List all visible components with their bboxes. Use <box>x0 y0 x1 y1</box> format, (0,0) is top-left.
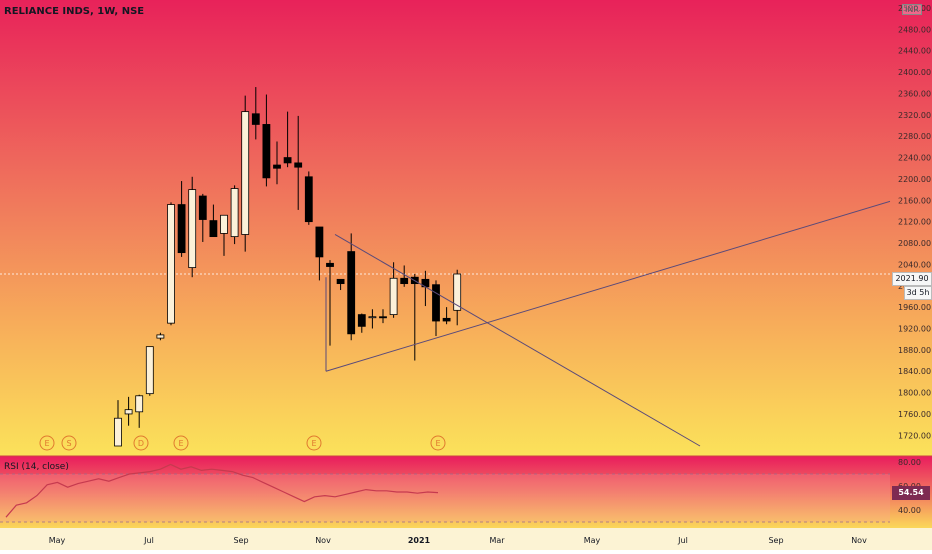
rsi-line <box>5 463 439 518</box>
price-pane-background <box>0 0 932 456</box>
x-tick-label: Jul <box>143 536 154 545</box>
event-marker-label: E <box>44 439 49 448</box>
candle-body <box>442 317 451 322</box>
candle-body <box>379 316 387 319</box>
trendline-falling <box>334 234 701 447</box>
y-tick-label: 1920.00 <box>898 324 931 333</box>
candle-body <box>230 188 239 238</box>
event-marker-label: E <box>311 439 316 448</box>
x-tick-label: May <box>584 536 601 545</box>
candle-body <box>326 262 334 267</box>
candle-body <box>315 226 324 258</box>
y-tick-label: 1760.00 <box>898 410 931 419</box>
event-marker <box>306 435 322 451</box>
y-tick-label: 2480.00 <box>898 25 931 34</box>
y-tick-label: 2240.00 <box>898 154 931 163</box>
event-marker <box>133 435 149 451</box>
candle-body <box>251 113 260 125</box>
y-tick-label: 2080.00 <box>898 239 931 248</box>
candle-body <box>347 251 356 335</box>
event-marker-label: E <box>178 439 183 448</box>
y-tick-label: 1880.00 <box>898 346 931 355</box>
rsi-pane-background <box>0 456 932 528</box>
candle-body <box>209 220 218 238</box>
event-marker-label: S <box>66 439 71 448</box>
candle-body <box>368 316 377 319</box>
candle-body <box>432 284 440 322</box>
rsi-tick-label: 80.00 <box>898 458 921 467</box>
candle-body <box>357 314 366 327</box>
y-tick-label: 2320.00 <box>898 111 931 120</box>
y-tick-label: 1840.00 <box>898 367 931 376</box>
event-marker <box>61 435 77 451</box>
candle-body <box>220 214 228 234</box>
symbol-title: RELIANCE INDS, 1W, NSE <box>4 6 145 17</box>
candle-body <box>262 124 271 179</box>
y-tick-label: 1800.00 <box>898 389 931 398</box>
rsi-band <box>0 474 890 522</box>
x-tick-label: Sep <box>768 536 783 545</box>
candle-body <box>145 346 154 395</box>
currency-label[interactable]: INR <box>902 4 922 15</box>
y-tick-label: 1720.00 <box>898 431 931 440</box>
x-tick-label: Mar <box>489 536 505 545</box>
candle-body <box>167 204 175 324</box>
event-marker-label: E <box>435 439 440 448</box>
rsi-value-label: 54.54 <box>892 486 930 500</box>
y-tick-label: 2520.00 <box>898 4 931 13</box>
candle-body <box>453 273 462 311</box>
candle-body <box>114 417 122 447</box>
candle-body <box>241 111 250 235</box>
x-tick-label: Sep <box>233 536 248 545</box>
event-marker <box>430 435 446 451</box>
candle-body <box>135 395 144 413</box>
candle-body <box>273 164 281 169</box>
candle-body <box>198 195 207 220</box>
x-tick-label: Nov <box>315 536 331 545</box>
candle-body <box>188 189 197 268</box>
event-marker <box>173 435 189 451</box>
trendline-rising <box>325 200 891 372</box>
x-tick-label: 2021 <box>408 536 431 545</box>
candle-body <box>389 277 398 315</box>
y-tick-label: 2120.00 <box>898 218 931 227</box>
y-tick-label: 2440.00 <box>898 47 931 56</box>
x-tick-label: Nov <box>851 536 867 545</box>
y-tick-label: 2400.00 <box>898 68 931 77</box>
event-marker-label: D <box>138 439 144 448</box>
y-tick-label: 2360.00 <box>898 89 931 98</box>
candle-body <box>283 157 292 164</box>
x-tick-label: May <box>49 536 66 545</box>
candle-body <box>177 204 186 254</box>
last-price-label: 2021.90 <box>892 272 932 286</box>
rsi-tick-label: 40.00 <box>898 506 921 515</box>
y-tick-label: 2200.00 <box>898 175 931 184</box>
time-axis-background <box>0 528 932 550</box>
candle-body <box>294 162 303 168</box>
x-tick-label: Jul <box>677 536 688 545</box>
candle-body <box>124 409 133 415</box>
y-tick-label: 2040.00 <box>898 260 931 269</box>
candle-body <box>304 176 313 223</box>
countdown-label: 3d 5h <box>904 286 932 300</box>
candle-body <box>336 278 345 285</box>
event-marker <box>39 435 55 451</box>
y-tick-label: 2280.00 <box>898 132 931 141</box>
rsi-title: RSI (14, close) <box>4 462 69 472</box>
y-tick-label: 2160.00 <box>898 196 931 205</box>
y-tick-label: 1960.00 <box>898 303 931 312</box>
candle-body <box>156 334 165 339</box>
candle-body <box>400 277 409 285</box>
